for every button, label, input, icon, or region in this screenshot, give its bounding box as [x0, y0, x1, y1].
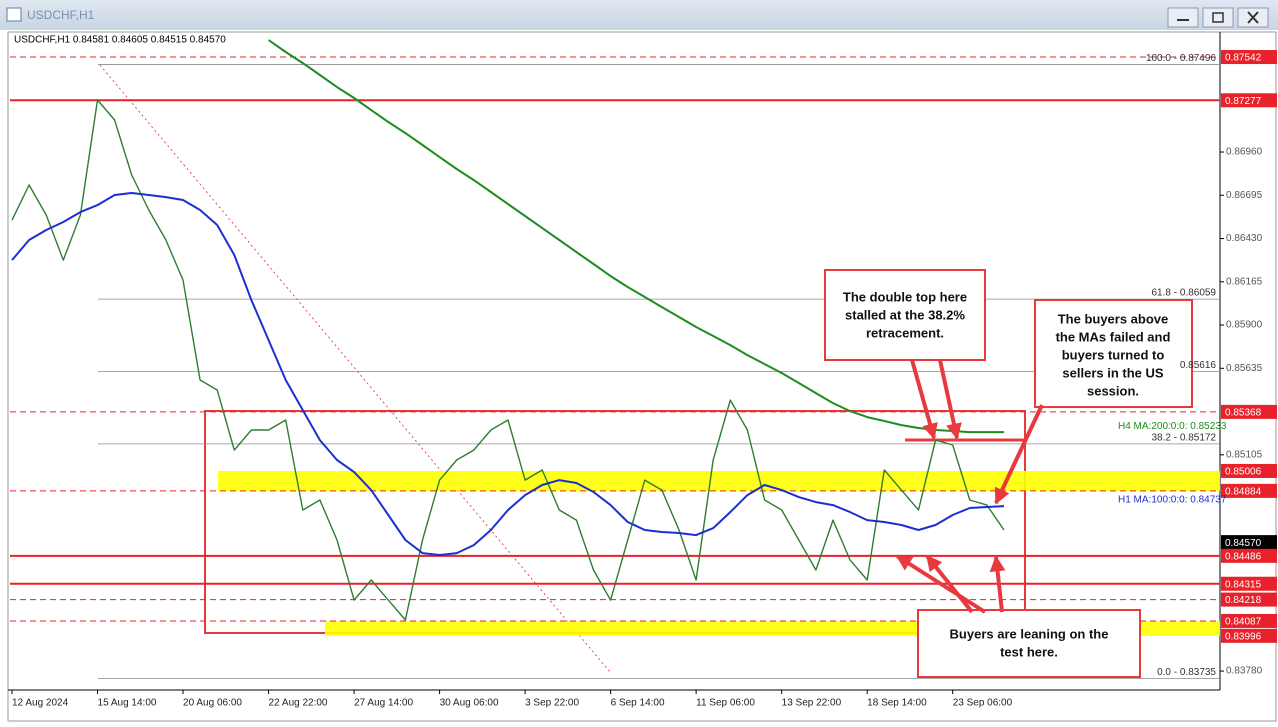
y-tick-label: 0.86960	[1226, 147, 1263, 158]
arrow	[910, 359, 938, 440]
x-tick-label: 11 Sep 06:00	[696, 698, 755, 709]
x-tick-label: 22 Aug 22:00	[269, 698, 328, 709]
level-tag	[1221, 613, 1277, 628]
level-label: 0.87542	[1225, 53, 1262, 64]
annotation-text: The double top here	[843, 289, 967, 304]
x-tick-label: 30 Aug 06:00	[440, 698, 499, 709]
annotation-text: stalled at the 38.2%	[845, 307, 965, 322]
x-tick-label: 27 Aug 14:00	[354, 698, 413, 709]
level-tag	[1221, 50, 1277, 65]
ma-line	[268, 39, 1004, 434]
y-tick-label: 0.85635	[1226, 363, 1263, 374]
fib-label: 0.85616	[1180, 360, 1217, 371]
ma-line	[11, 192, 1005, 556]
annotation-text: retracement.	[866, 325, 944, 340]
zone	[218, 470, 1220, 491]
arrow	[989, 555, 1006, 613]
annotation-text: session.	[1087, 383, 1139, 398]
fib-label: 100.0 - 0.87496	[1146, 53, 1216, 64]
close-icon	[1247, 11, 1259, 24]
arrow	[895, 554, 987, 614]
annotation-text: Buyers are leaning on the	[950, 626, 1109, 641]
arrow	[925, 554, 974, 614]
symbol-info: USDCHF,H1 0.84581 0.84605 0.84515 0.8457…	[14, 35, 226, 46]
x-tick-label: 15 Aug 14:00	[98, 698, 157, 709]
level-label: 0.83996	[1225, 631, 1262, 642]
y-tick-label: 0.86695	[1226, 190, 1263, 201]
level-tag	[1221, 548, 1277, 563]
level-label: 0.85006	[1225, 467, 1262, 478]
fib-label: 0.0 - 0.83735	[1157, 667, 1216, 678]
price-line	[11, 99, 1005, 621]
window-icon	[6, 7, 22, 22]
level-label: 0.84218	[1225, 595, 1262, 606]
annotation-text: buyers turned to	[1062, 347, 1165, 362]
arrow	[938, 359, 962, 440]
level-label: 0.84315	[1225, 579, 1262, 590]
x-tick-label: 3 Sep 22:00	[525, 698, 579, 709]
minimize-button[interactable]	[1167, 7, 1199, 28]
window-buttons[interactable]	[1167, 7, 1269, 28]
y-tick-label: 0.83780	[1226, 666, 1263, 677]
y-tick-label: 0.85105	[1226, 449, 1263, 460]
level-tag	[1221, 535, 1277, 550]
annotation-text: the MAs failed and	[1056, 329, 1171, 344]
level-tag	[1221, 404, 1277, 419]
level-tag	[1221, 592, 1277, 607]
y-tick-label: 0.86165	[1226, 276, 1263, 287]
ma-label: H4 MA:200:0:0: 0.85233	[1118, 421, 1227, 432]
x-tick-label: 20 Aug 06:00	[183, 698, 242, 709]
level-tag	[1221, 93, 1277, 108]
level-label: 0.87277	[1225, 96, 1262, 107]
fib-trendline	[99, 64, 611, 673]
y-tick-label: 0.85900	[1226, 320, 1263, 331]
x-tick-label: 23 Sep 06:00	[953, 698, 1013, 709]
arrow	[994, 404, 1044, 505]
x-tick-label: 13 Sep 22:00	[782, 698, 842, 709]
level-tag	[1221, 463, 1277, 478]
x-tick-label: 6 Sep 14:00	[611, 698, 665, 709]
annotation-text: The buyers above	[1058, 311, 1169, 326]
annotations: The double top here stalled at the 38.2% r…	[824, 269, 1193, 678]
window-title: USDCHF,H1	[27, 8, 95, 22]
level-label: 0.84884	[1225, 487, 1262, 498]
level-label: 0.85368	[1225, 408, 1262, 419]
restore-button[interactable]	[1202, 7, 1234, 28]
level-tag	[1221, 628, 1277, 643]
level-label: 0.84087	[1225, 617, 1262, 628]
fib-label: 38.2 - 0.85172	[1152, 433, 1217, 444]
x-tick-label: 18 Sep 14:00	[867, 698, 927, 709]
annotation-box	[824, 269, 986, 361]
level-tag	[1221, 576, 1277, 591]
y-tick-label: 0.86430	[1226, 233, 1263, 244]
restore-icon	[1212, 12, 1224, 23]
level-tag	[1221, 483, 1277, 498]
level-label: 0.84486	[1225, 551, 1262, 562]
level-label: 0.84570	[1225, 538, 1262, 549]
title-bar	[0, 0, 1278, 30]
fib-label: 61.8 - 0.86059	[1152, 288, 1217, 299]
annotation-text: sellers in the US	[1062, 365, 1163, 380]
x-tick-label: 12 Aug 2024	[12, 698, 69, 709]
ma-label: H1 MA:100:0:0: 0.84737	[1118, 495, 1227, 506]
arrows	[895, 359, 1044, 614]
annotation-text: test here.	[1000, 644, 1058, 659]
annotation-box	[1034, 299, 1193, 408]
annotation-box	[917, 609, 1141, 678]
